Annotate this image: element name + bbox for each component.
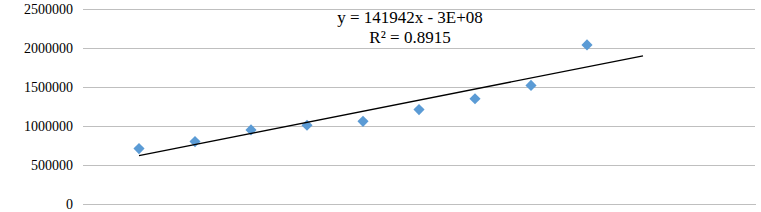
grid-line: [83, 126, 755, 127]
point: [133, 143, 144, 154]
y-tick: 500000: [31, 158, 83, 173]
y-tick-label: 500000: [31, 158, 73, 173]
point: [469, 93, 480, 104]
point: [357, 116, 368, 127]
chart: 0 500000 1000000 1500000 2000000 2500000 y = 1…: [0, 0, 761, 212]
trend-line: [139, 56, 643, 156]
y-tick: 1000000: [24, 119, 83, 134]
y-tick-label: 2000000: [24, 41, 73, 56]
y-axis: 0 500000 1000000 1500000 2000000 2500000: [24, 2, 84, 212]
point: [525, 80, 536, 91]
y-tick-label: 2500000: [24, 2, 73, 17]
plot-area: [133, 39, 643, 155]
y-tick-label: 1000000: [24, 119, 73, 134]
grid-line: [83, 48, 755, 49]
point: [581, 39, 592, 50]
x-axis: [84, 204, 756, 205]
annotation: y = 141942x - 3E+08: [337, 8, 483, 27]
y-tick: 0: [66, 197, 83, 212]
y-tick-label: 0: [66, 197, 73, 212]
y-axis-line: [83, 10, 84, 205]
grid: [83, 9, 755, 204]
grid-line: [83, 204, 755, 205]
point: [413, 104, 424, 115]
grid-line: [83, 165, 755, 166]
y-tick: 2500000: [24, 2, 83, 17]
annotations: y = 141942x - 3E+08R² = 0.8915: [337, 8, 483, 47]
y-tick: 1500000: [24, 80, 83, 95]
y-tick: 2000000: [24, 41, 83, 56]
grid-line: [83, 87, 755, 88]
annotation: R² = 0.8915: [369, 28, 450, 47]
x-axis-line: [84, 204, 756, 205]
y-tick-label: 1500000: [24, 80, 73, 95]
